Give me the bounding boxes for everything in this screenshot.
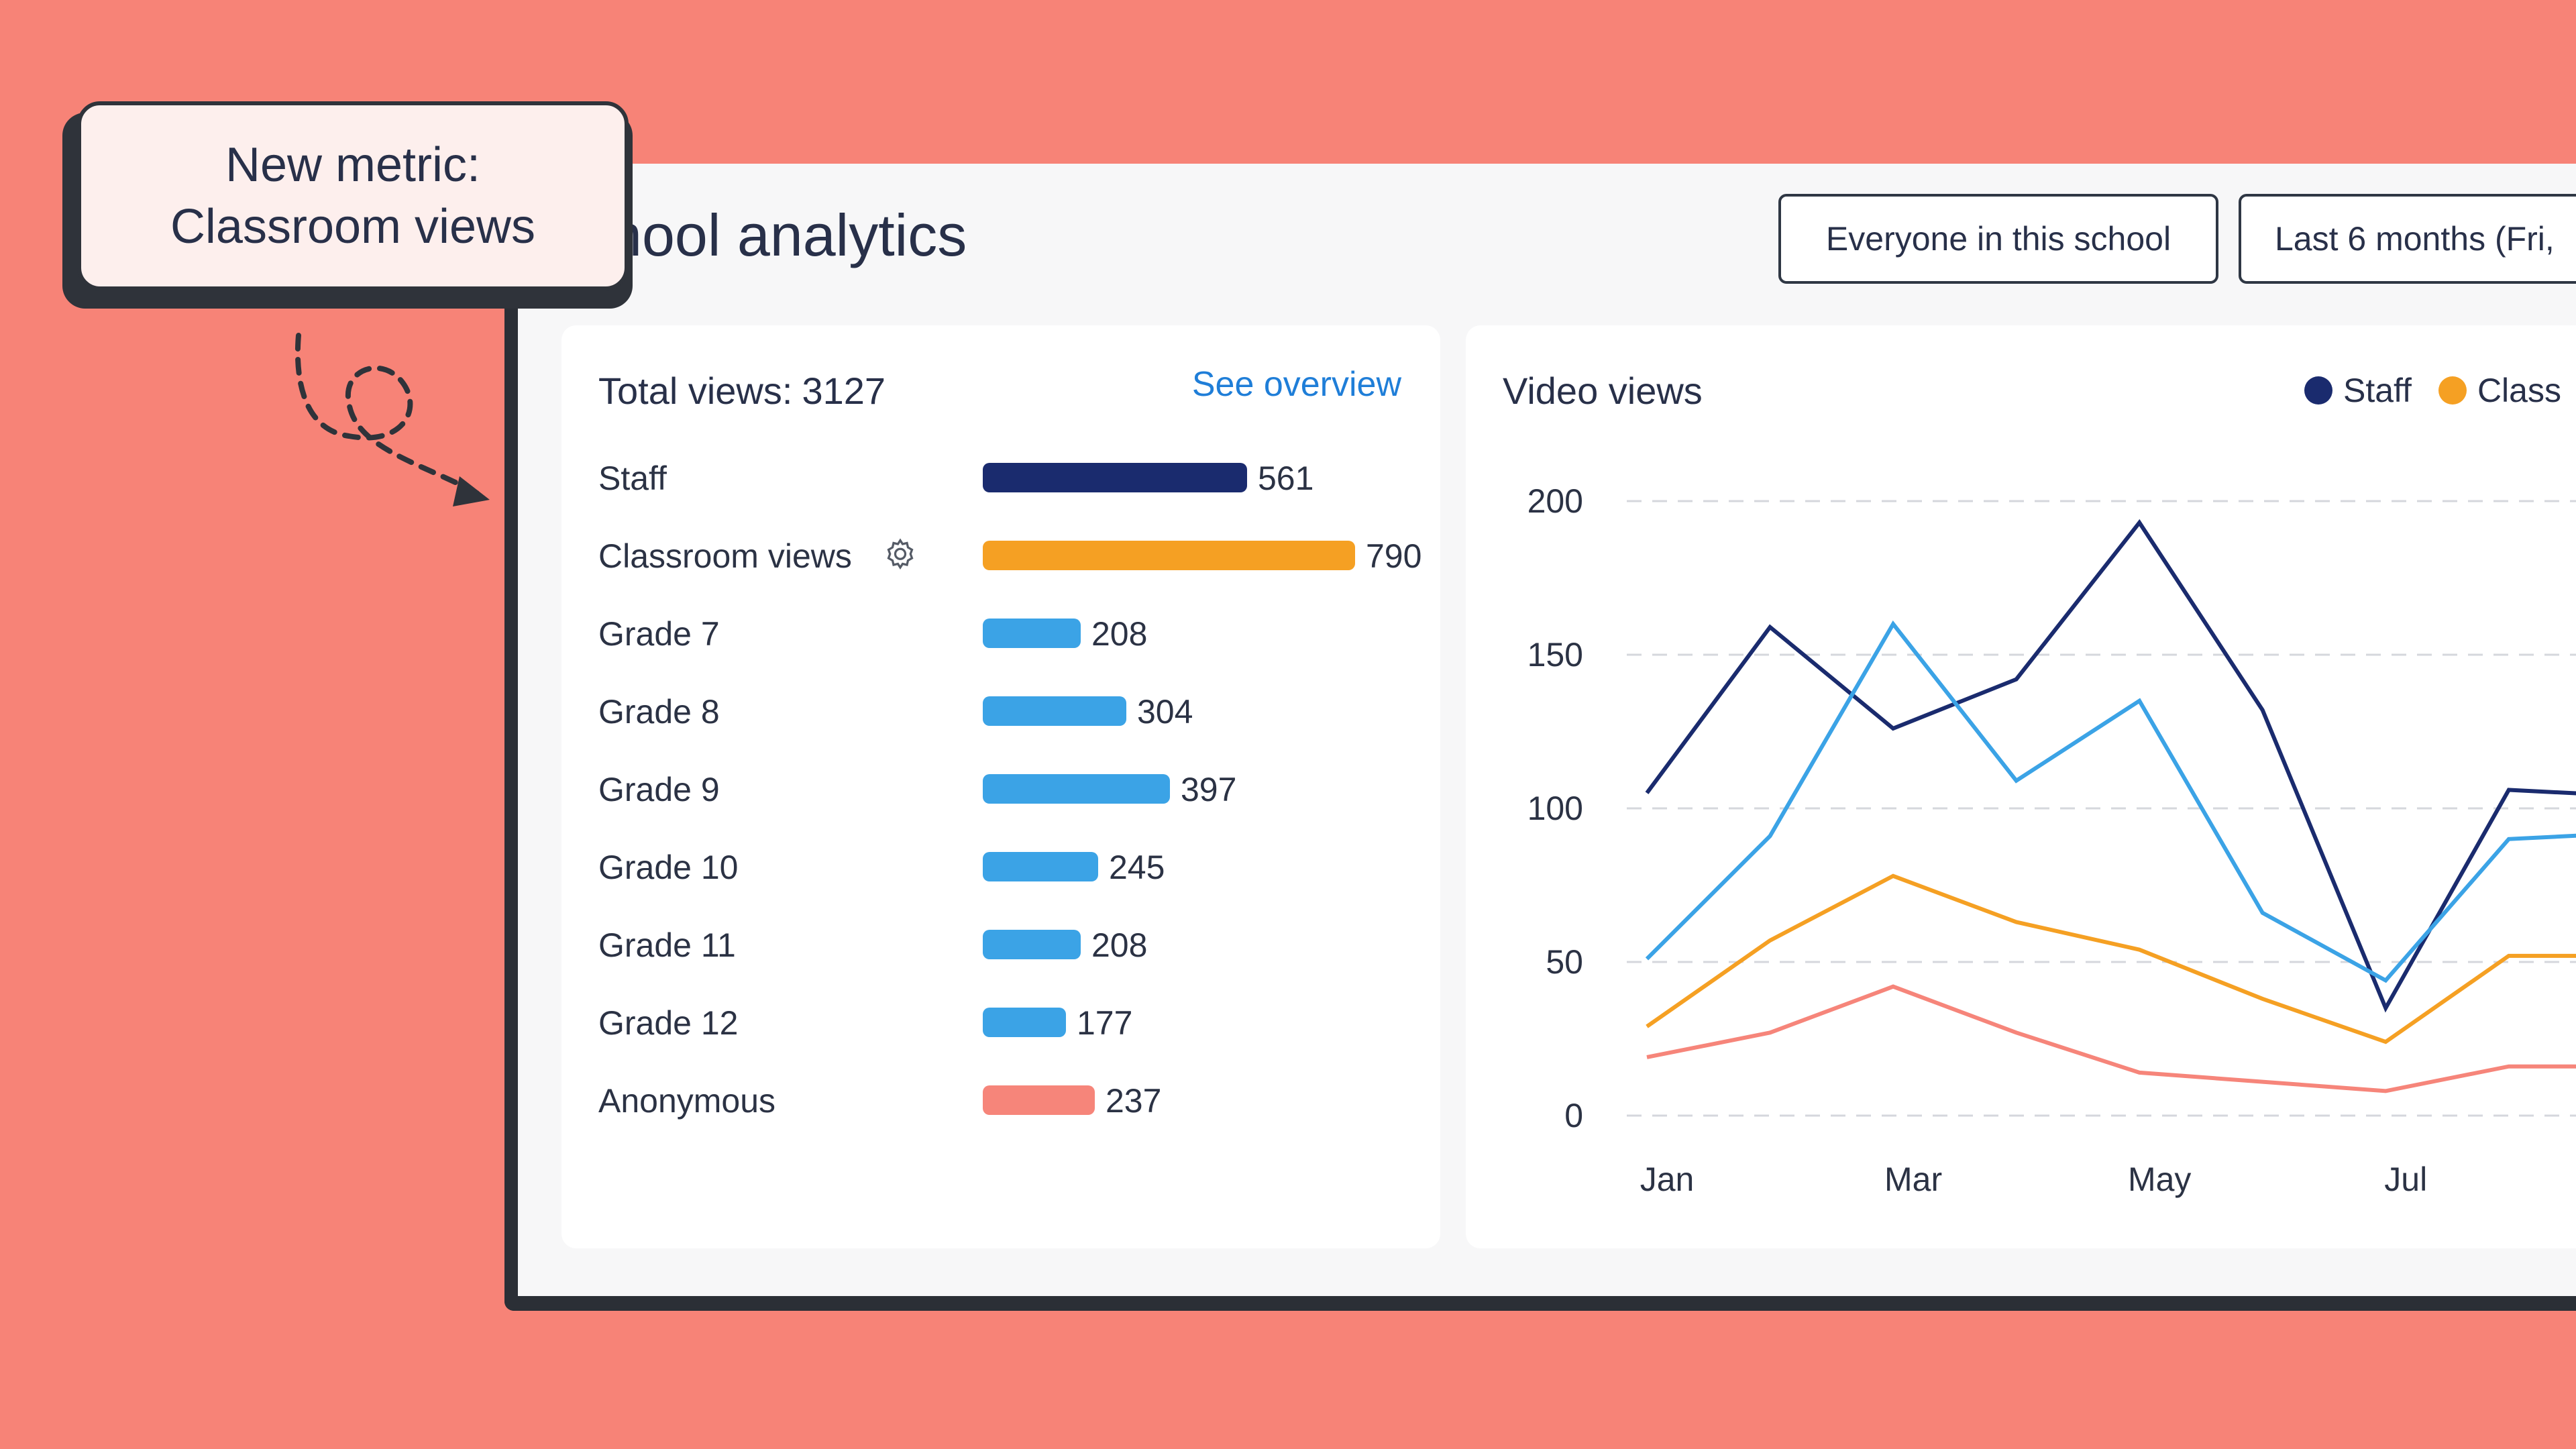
- breakdown-value: 561: [1258, 460, 1314, 497]
- chart-title: Video views: [1503, 370, 1703, 412]
- y-tick-label: 100: [1527, 790, 1583, 827]
- breakdown-value: 790: [1366, 537, 1422, 575]
- breakdown-value: 397: [1181, 771, 1237, 808]
- series-line-3: [1646, 984, 2576, 1093]
- breakdown-row: Grade 9 397: [598, 762, 1417, 816]
- see-overview-link[interactable]: See overview: [1191, 365, 1401, 404]
- series-line-0: [1645, 519, 2576, 1013]
- total-views-title: Total views: 3127: [598, 369, 885, 413]
- chart-legend: Staff Class: [2304, 371, 2561, 410]
- breakdown-value: 208: [1091, 615, 1148, 653]
- audience-filter-button[interactable]: Everyone in this school: [1778, 194, 2218, 284]
- breakdown-row: Anonymous 237: [598, 1073, 1417, 1127]
- x-tick-label: Jan: [1640, 1161, 1695, 1198]
- breakdown-row-label: Anonymous: [598, 1082, 776, 1120]
- breakdown-row: Grade 10 245: [598, 840, 1417, 894]
- gear-icon[interactable]: [880, 535, 920, 576]
- breakdown-row: Grade 12 177: [598, 996, 1417, 1049]
- breakdown-row-label: Classroom views: [598, 537, 852, 575]
- date-range-filter-button[interactable]: Last 6 months (Fri,: [2239, 194, 2576, 284]
- legend-item-staff[interactable]: Staff: [2304, 371, 2412, 410]
- breakdown-bar: [983, 619, 1081, 648]
- breakdown-row: Classroom views 790: [598, 529, 1421, 582]
- dashed-arrow-icon: [294, 333, 490, 506]
- breakdown-value: 177: [1077, 1004, 1133, 1042]
- breakdown-bar: [983, 930, 1081, 959]
- y-tick-label: 50: [1546, 943, 1583, 981]
- y-tick-label: 200: [1527, 482, 1583, 520]
- total-views-label: Total views:: [598, 370, 793, 412]
- total-views-card: Total views: 3127 See overview Staff 561 Cl…: [561, 325, 1440, 1248]
- breakdown-row-label: Grade 11: [598, 926, 736, 964]
- legend-dot-class: [2438, 376, 2467, 405]
- breakdown-row: Staff 561: [598, 451, 1417, 504]
- new-metric-callout: New metric: Classroom views: [77, 101, 629, 290]
- breakdown-bar: [983, 774, 1170, 804]
- legend-dot-staff: [2304, 376, 2332, 405]
- series-line-2: [1646, 873, 2576, 1044]
- breakdown-bar: [983, 852, 1098, 881]
- breakdown-row: Grade 11 208: [598, 918, 1417, 971]
- page-title: hool analytics: [609, 202, 967, 268]
- breakdown-row-label: Grade 9: [598, 771, 720, 808]
- callout-line-1: New metric:: [225, 138, 481, 192]
- breakdown-row-label: Staff: [598, 460, 667, 497]
- breakdown-value: 245: [1109, 849, 1165, 886]
- breakdown-row-label: Grade 10: [598, 849, 739, 886]
- breakdown-value: 208: [1091, 926, 1148, 964]
- breakdown-bar: [983, 541, 1355, 570]
- legend-label-staff: Staff: [2343, 372, 2412, 409]
- video-views-card: Video views Staff Class 200 150 100 50 0 Jan M…: [1466, 325, 2576, 1248]
- x-tick-label: Mar: [1884, 1161, 1942, 1198]
- y-tick-label: 0: [1564, 1097, 1583, 1134]
- line-chart: 200 150 100 50 0 Jan Mar May Jul: [1527, 482, 2576, 1198]
- x-tick-label: May: [2128, 1161, 2191, 1198]
- breakdown-bar: [983, 1008, 1066, 1037]
- legend-label-class: Class: [2477, 372, 2561, 409]
- legend-item-class[interactable]: Class: [2438, 371, 2561, 410]
- breakdown-row: Grade 7 208: [598, 606, 1417, 660]
- breakdown-bar: [983, 463, 1247, 492]
- x-tick-label: Jul: [2384, 1161, 2427, 1198]
- breakdown-bar: [983, 696, 1126, 726]
- breakdown-row-label: Grade 8: [598, 693, 720, 731]
- breakdown-row: Grade 8 304: [598, 684, 1417, 738]
- breakdown-row-label: Grade 12: [598, 1004, 739, 1042]
- breakdown-row-label: Grade 7: [598, 615, 720, 653]
- series-line-1: [1645, 620, 2576, 983]
- callout-line-2: Classroom views: [170, 200, 536, 254]
- y-tick-label: 150: [1527, 636, 1583, 674]
- total-views-count: 3127: [802, 370, 886, 412]
- breakdown-value: 237: [1106, 1082, 1162, 1120]
- breakdown-bar: [983, 1085, 1095, 1115]
- breakdown-value: 304: [1137, 693, 1193, 731]
